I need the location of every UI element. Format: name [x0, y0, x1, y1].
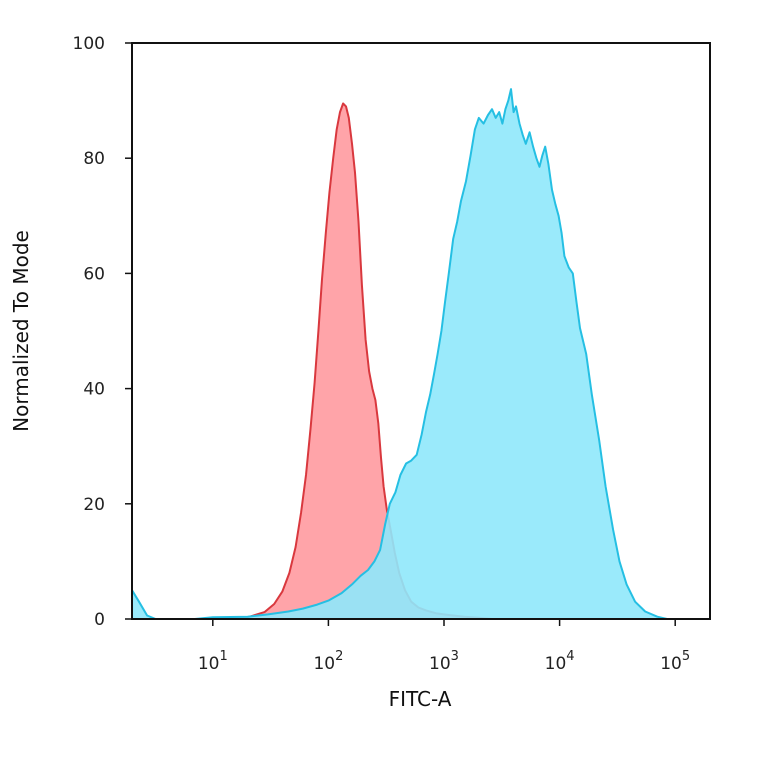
- y-tick-label: 100: [73, 34, 105, 54]
- x-axis-title: FITC-A: [389, 687, 452, 711]
- histogram-area-2: [132, 89, 667, 620]
- x-tick-label: 103: [429, 649, 459, 674]
- y-tick-label: 80: [83, 149, 105, 169]
- y-tick-label: 40: [83, 380, 105, 400]
- x-tick-label: 104: [545, 649, 575, 674]
- x-tick-label: 101: [198, 649, 228, 674]
- x-tick-label: 102: [313, 649, 343, 674]
- plot-frame: [131, 42, 711, 620]
- x-tick-label: 105: [660, 649, 690, 674]
- y-tick-label: 60: [83, 264, 105, 284]
- histogram-area-1: [222, 103, 492, 619]
- series-layer: [131, 88, 668, 620]
- y-axis-ticks: 0 20 40 60 80 100: [73, 34, 132, 630]
- y-axis-title: Normalized To Mode: [9, 230, 33, 432]
- y-tick-label: 20: [83, 495, 105, 515]
- x-axis-ticks: 101 102 103 104 105: [198, 619, 690, 674]
- y-tick-label: 0: [94, 610, 105, 630]
- histogram-outline-2: [131, 88, 668, 620]
